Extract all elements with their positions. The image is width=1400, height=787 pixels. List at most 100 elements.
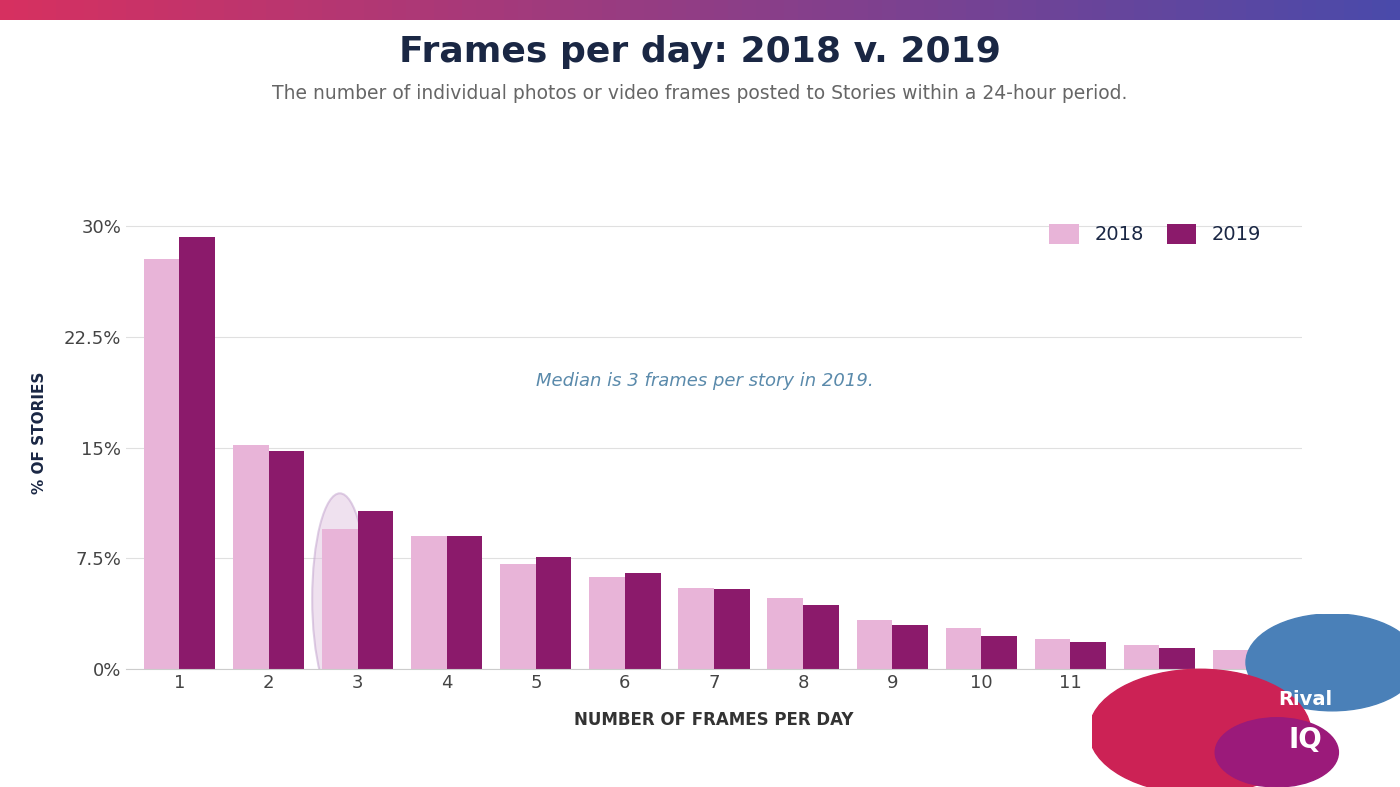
Bar bbox=[1124, 645, 1159, 669]
Bar bbox=[1372, 0, 1386, 20]
Bar bbox=[798, 0, 812, 20]
Bar bbox=[560, 0, 574, 20]
Bar bbox=[140, 0, 154, 20]
Bar bbox=[252, 0, 266, 20]
Bar bbox=[784, 0, 798, 20]
Bar bbox=[154, 0, 168, 20]
Bar bbox=[1386, 0, 1400, 20]
Bar bbox=[280, 0, 294, 20]
Text: Median is 3 frames per story in 2019.: Median is 3 frames per story in 2019. bbox=[536, 372, 874, 390]
Bar bbox=[28, 0, 42, 20]
Bar bbox=[910, 0, 924, 20]
Bar bbox=[378, 0, 392, 20]
Bar bbox=[924, 0, 938, 20]
Bar bbox=[1022, 0, 1036, 20]
Bar bbox=[238, 0, 252, 20]
Bar bbox=[588, 0, 602, 20]
Bar bbox=[882, 0, 896, 20]
Bar bbox=[56, 0, 70, 20]
Bar bbox=[462, 0, 476, 20]
Bar bbox=[1190, 0, 1204, 20]
Bar bbox=[854, 0, 868, 20]
Bar bbox=[210, 0, 224, 20]
Bar bbox=[589, 578, 624, 669]
Bar bbox=[742, 0, 756, 20]
Bar bbox=[1078, 0, 1092, 20]
Bar bbox=[994, 0, 1008, 20]
Bar bbox=[70, 0, 84, 20]
Bar bbox=[224, 0, 238, 20]
Bar bbox=[504, 0, 518, 20]
Bar bbox=[266, 0, 280, 20]
Bar bbox=[896, 0, 910, 20]
Bar bbox=[269, 450, 304, 669]
Text: IQ: IQ bbox=[1288, 726, 1323, 755]
Bar bbox=[1274, 0, 1288, 20]
Circle shape bbox=[1089, 669, 1310, 787]
Bar bbox=[1071, 642, 1106, 669]
Bar bbox=[1330, 0, 1344, 20]
Bar bbox=[980, 0, 994, 20]
Bar bbox=[804, 605, 839, 669]
Bar bbox=[1120, 0, 1134, 20]
Text: The number of individual photos or video frames posted to Stories within a 24-ho: The number of individual photos or video… bbox=[273, 84, 1127, 103]
Bar bbox=[644, 0, 658, 20]
Bar bbox=[868, 0, 882, 20]
Bar bbox=[322, 529, 357, 669]
Text: Rival: Rival bbox=[1278, 690, 1333, 709]
Bar bbox=[1134, 0, 1148, 20]
Bar bbox=[658, 0, 672, 20]
Bar bbox=[602, 0, 616, 20]
Bar bbox=[0, 0, 14, 20]
Bar bbox=[168, 0, 182, 20]
Bar bbox=[1204, 0, 1218, 20]
Bar bbox=[1260, 0, 1274, 20]
Bar bbox=[42, 0, 56, 20]
Bar bbox=[624, 573, 661, 669]
Bar bbox=[1232, 0, 1246, 20]
Bar bbox=[756, 0, 770, 20]
Bar bbox=[1218, 0, 1232, 20]
Bar bbox=[364, 0, 378, 20]
Bar bbox=[945, 628, 981, 669]
Bar bbox=[322, 0, 336, 20]
Bar bbox=[714, 0, 728, 20]
Bar bbox=[98, 0, 112, 20]
Bar bbox=[616, 0, 630, 20]
Bar bbox=[826, 0, 840, 20]
Bar bbox=[1106, 0, 1120, 20]
Bar bbox=[1035, 639, 1071, 669]
Bar bbox=[1249, 654, 1284, 669]
Bar bbox=[434, 0, 448, 20]
Bar bbox=[812, 0, 826, 20]
Bar bbox=[182, 0, 196, 20]
Bar bbox=[672, 0, 686, 20]
Circle shape bbox=[1246, 614, 1400, 711]
Bar bbox=[686, 0, 700, 20]
Bar bbox=[714, 589, 749, 669]
Bar bbox=[1176, 0, 1190, 20]
Bar bbox=[84, 0, 98, 20]
Bar bbox=[1344, 0, 1358, 20]
Bar bbox=[232, 445, 269, 669]
Bar bbox=[770, 0, 784, 20]
Bar bbox=[294, 0, 308, 20]
Bar bbox=[767, 598, 804, 669]
Bar bbox=[1159, 648, 1196, 669]
Bar bbox=[1050, 0, 1064, 20]
Bar bbox=[476, 0, 490, 20]
Bar bbox=[336, 0, 350, 20]
Bar bbox=[1008, 0, 1022, 20]
Bar bbox=[500, 564, 536, 669]
X-axis label: NUMBER OF FRAMES PER DAY: NUMBER OF FRAMES PER DAY bbox=[574, 711, 854, 730]
Bar bbox=[392, 0, 406, 20]
Bar bbox=[144, 259, 179, 669]
Bar bbox=[546, 0, 560, 20]
Ellipse shape bbox=[312, 493, 367, 704]
Bar bbox=[350, 0, 364, 20]
Bar bbox=[420, 0, 434, 20]
Bar bbox=[966, 0, 980, 20]
Bar bbox=[679, 588, 714, 669]
Bar bbox=[490, 0, 504, 20]
Bar bbox=[1092, 0, 1106, 20]
